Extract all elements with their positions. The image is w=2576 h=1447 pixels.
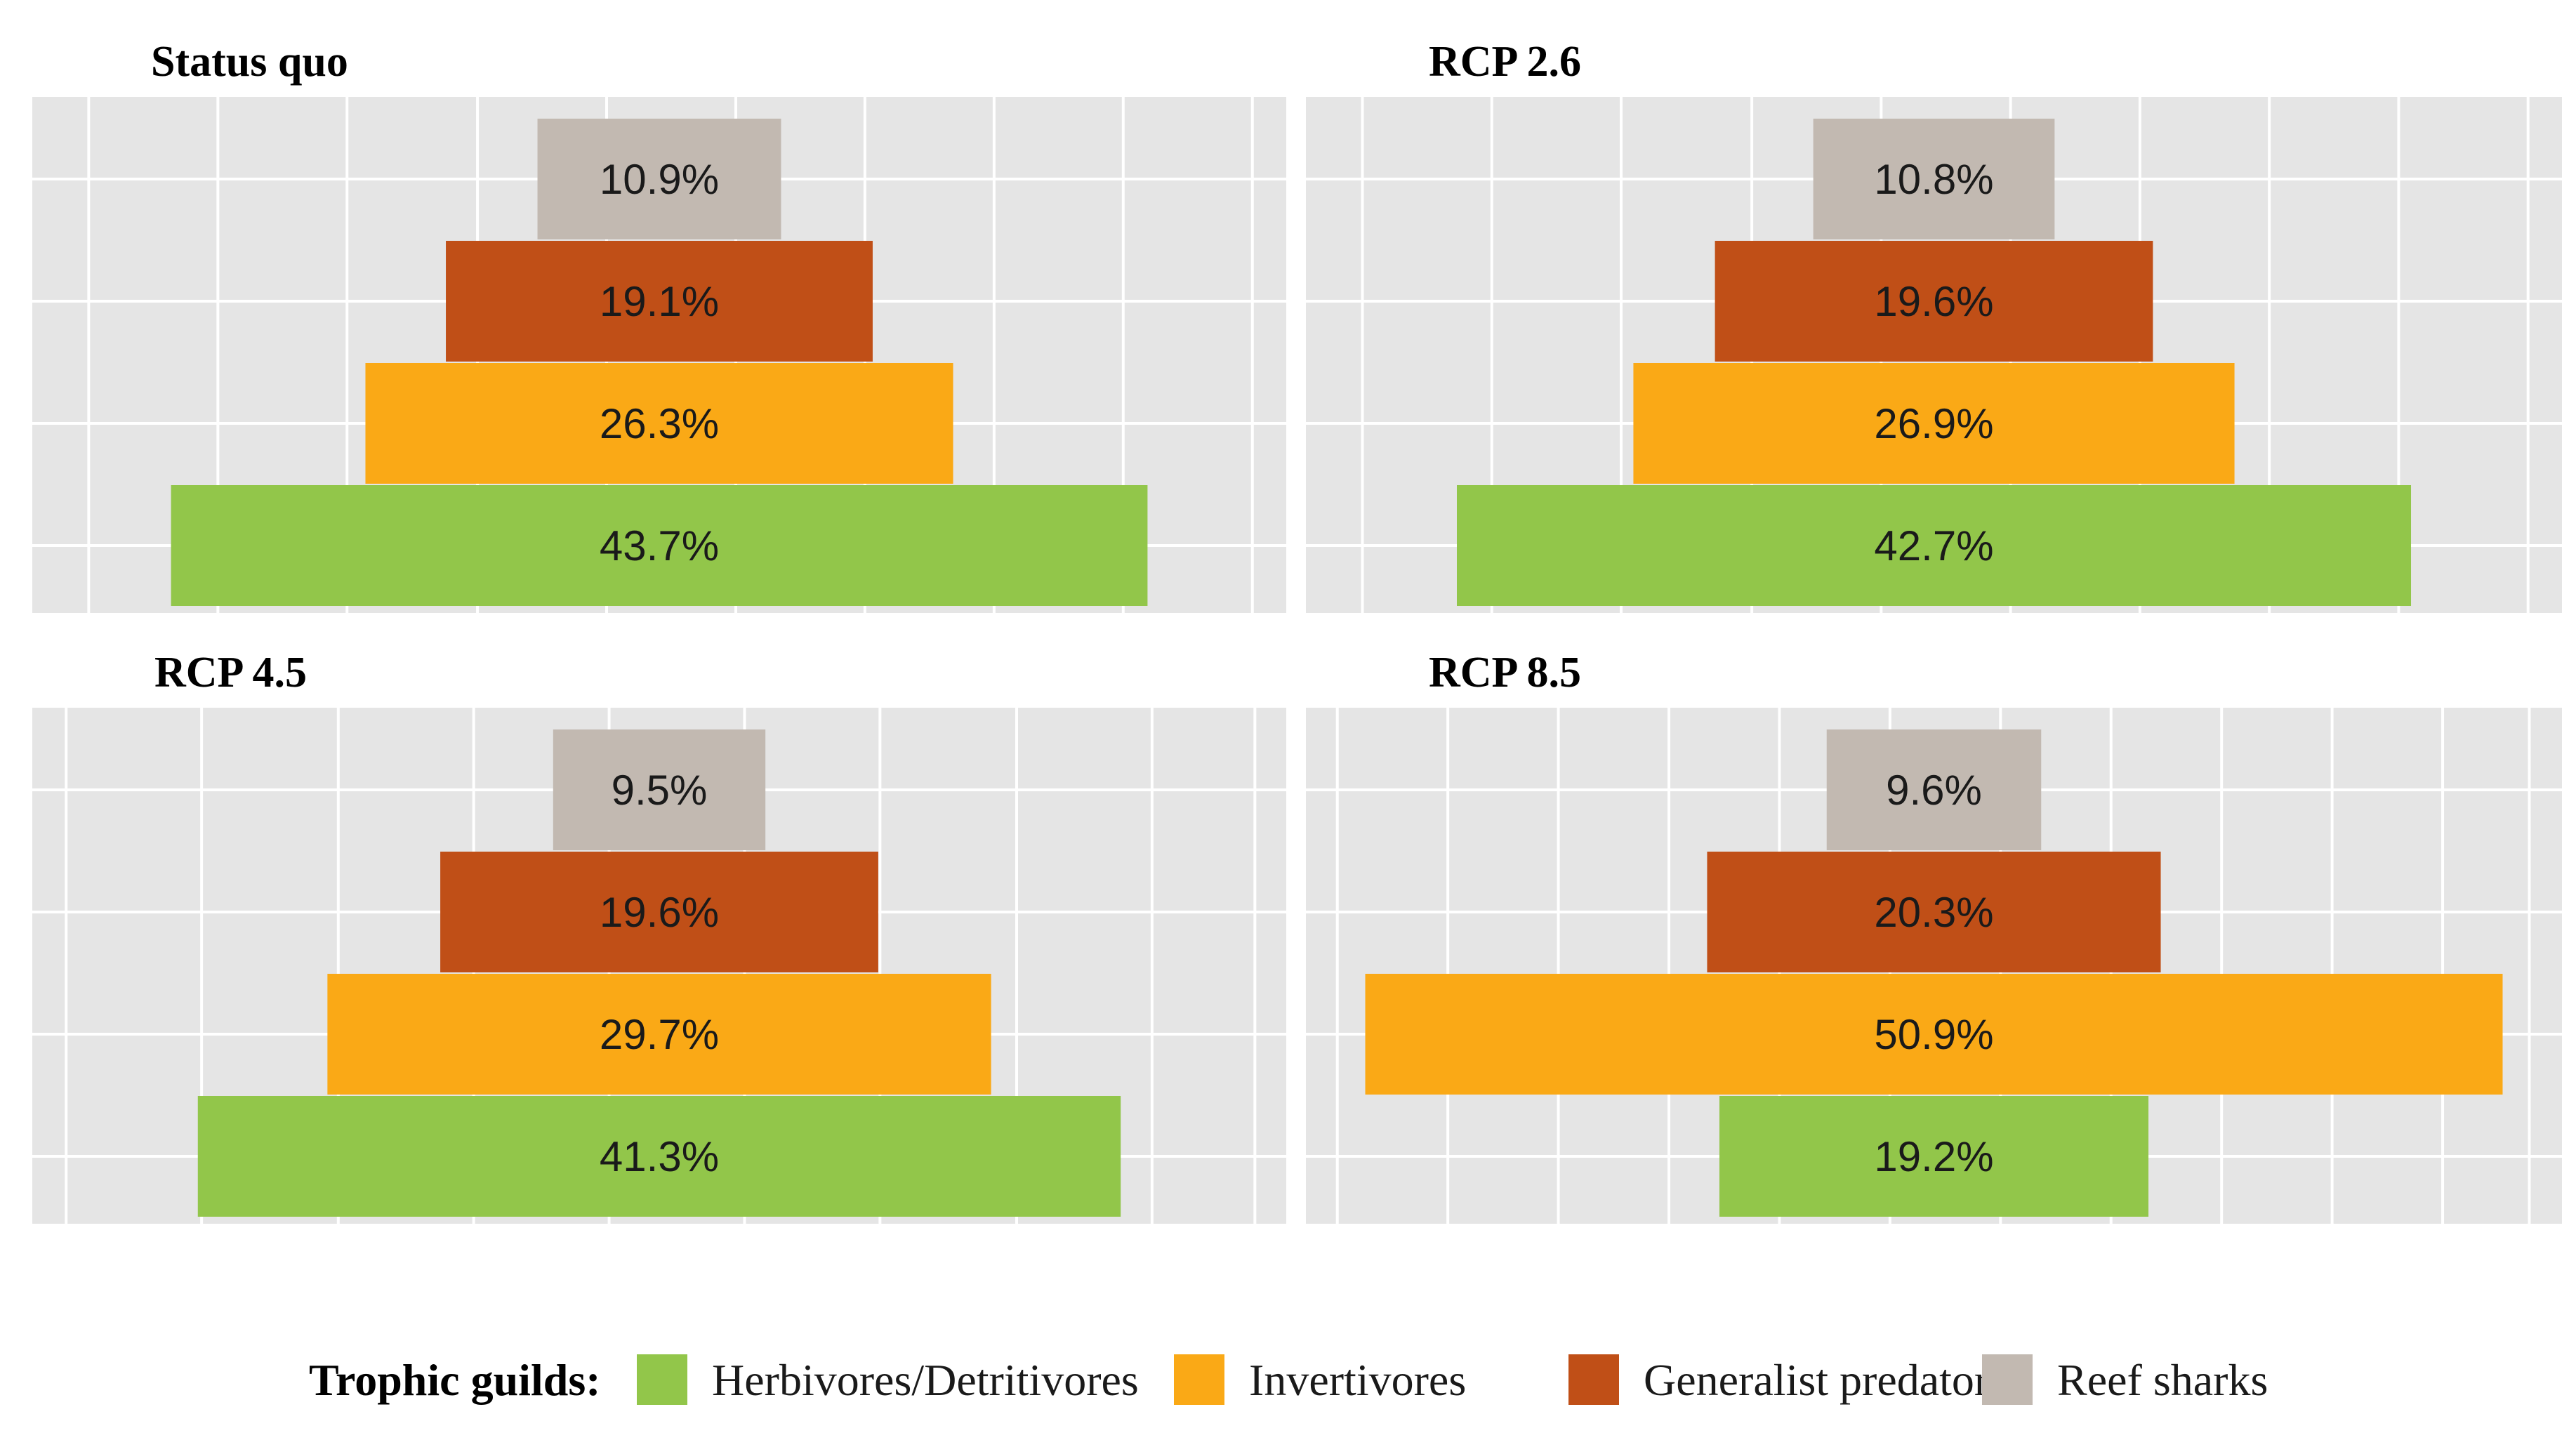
facet-panel: 43.7% 26.3% 19.1% 10.9% Status quo [32,38,1286,613]
bar-generalist-predators [440,852,878,972]
bar-value-label: 19.6% [600,889,719,936]
bar-value-label: 19.6% [1874,278,1993,325]
bar-generalist-predators [446,241,873,362]
bar-value-label: 43.7% [600,522,719,569]
bar-value-label: 50.9% [1874,1011,1993,1058]
bar-generalist-predators [1715,241,2153,362]
bar-herbivores-detritivores [1719,1096,2149,1217]
bar-value-label: 26.9% [1874,400,1993,447]
bar-value-label: 19.1% [600,278,719,325]
bar-value-label: 9.5% [612,767,708,814]
bar-value-label: 26.3% [600,400,719,447]
facet-title: RCP 4.5 [154,649,307,696]
legend-label: Invertivores [1249,1355,1466,1405]
bar-value-label: 41.3% [600,1133,719,1180]
legend-item: Herbivores/Detritivores [637,1354,1139,1405]
facet-title: RCP 8.5 [1429,649,1581,696]
facet-title: Status quo [151,38,348,86]
bar-value-label: 10.8% [1874,156,1993,203]
bar-value-label: 9.6% [1886,767,1982,814]
facet-title: RCP 2.6 [1429,38,1581,86]
bar-reef-sharks [553,729,766,850]
bar-invertivores [365,363,953,484]
legend-key-swatch [1982,1354,2033,1405]
legend: Trophic guilds: Herbivores/Detritivores In… [309,1354,2268,1405]
bar-value-label: 29.7% [600,1011,719,1058]
bar-invertivores [1365,974,2503,1095]
bar-value-label: 20.3% [1874,889,1993,936]
bar-reef-sharks [537,119,781,239]
bar-reef-sharks [1813,119,2055,239]
bar-invertivores [327,974,991,1095]
bar-herbivores-detritivores [171,485,1148,606]
facet-panel: 19.2% 50.9% 20.3% 9.6% RCP 8.5 [1306,649,2562,1224]
legend-label: Herbivores/Detritivores [712,1355,1139,1405]
facet-panel: 41.3% 29.7% 19.6% 9.5% RCP 4.5 [32,649,1286,1224]
legend-label: Generalist predators [1644,1355,2007,1405]
facet-panel: 42.7% 26.9% 19.6% 10.8% RCP 2.6 [1306,38,2562,613]
legend-item: Invertivores [1174,1354,1466,1405]
legend-item: Reef sharks [1982,1354,2268,1405]
bar-value-label: 19.2% [1874,1133,1993,1180]
bar-generalist-predators [1707,852,2161,972]
legend-title: Trophic guilds: [309,1355,601,1405]
bar-invertivores [1633,363,2235,484]
bar-value-label: 42.7% [1874,522,1993,569]
legend-item: Generalist predators [1568,1354,2007,1405]
bar-herbivores-detritivores [1456,485,2412,606]
legend-label: Reef sharks [2057,1355,2268,1405]
legend-key-swatch [637,1354,687,1405]
legend-key-swatch [1174,1354,1224,1405]
bar-herbivores-detritivores [197,1096,1121,1217]
bar-reef-sharks [1826,729,2042,850]
panels: 43.7% 26.3% 19.1% 10.9% Status quo 42.7% 26.9%… [32,38,2562,1224]
legend-key-swatch [1568,1354,1619,1405]
bar-value-label: 10.9% [600,156,719,203]
